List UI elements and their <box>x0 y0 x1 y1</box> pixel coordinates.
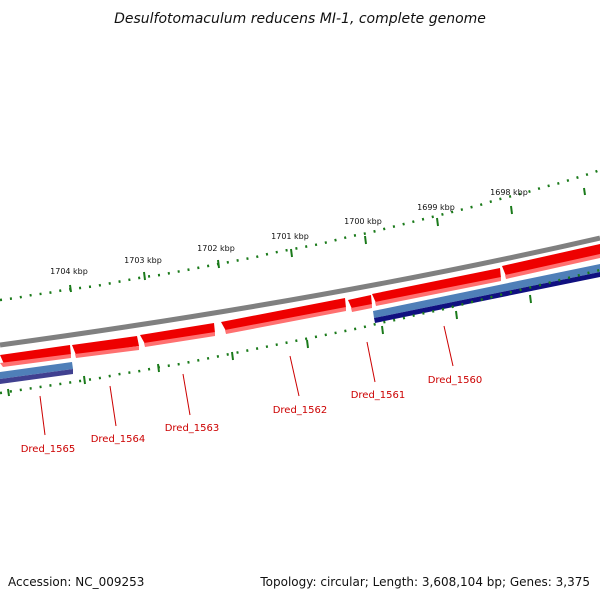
gene-region-bar <box>373 264 600 318</box>
major-tick <box>381 325 384 335</box>
ruler-label-1699: 1699 kbp <box>417 203 455 212</box>
gene-label[interactable]: Dred_1561 <box>351 390 406 401</box>
leader-line <box>109 385 117 427</box>
leader-line <box>366 341 376 383</box>
cds-feature <box>351 304 372 312</box>
inner-ruler-track <box>0 268 600 397</box>
major-tick <box>510 205 513 215</box>
major-tick <box>529 294 532 304</box>
cds-feature <box>0 354 71 367</box>
leader-line <box>289 355 300 397</box>
cds-feature <box>505 254 600 279</box>
leader-line <box>443 325 454 367</box>
gene-label[interactable]: Dred_1563 <box>165 423 220 434</box>
cds-feature <box>144 332 215 347</box>
major-tick <box>7 388 10 397</box>
gene-label[interactable]: Dred_1560 <box>428 375 483 386</box>
ruler-label-1702: 1702 kbp <box>197 244 235 253</box>
genome-summary-text: Topology: circular; Length: 3,608,104 bp… <box>259 575 590 589</box>
cds-feature <box>375 277 501 306</box>
gene-label[interactable]: Dred_1562 <box>273 405 328 416</box>
gene-region-bar <box>0 362 73 379</box>
gene-region-bar <box>0 369 73 384</box>
major-tick <box>83 375 86 385</box>
cds-track <box>0 244 600 367</box>
ruler-label-1701: 1701 kbp <box>271 232 309 241</box>
ruler-label-1700: 1700 kbp <box>344 217 382 226</box>
major-tick <box>306 339 309 349</box>
major-tick <box>69 284 72 293</box>
leader-line <box>39 395 46 436</box>
ruler-label-1698: 1698 kbp <box>490 188 528 197</box>
cds-feature <box>140 323 215 344</box>
cds-feature <box>502 244 600 276</box>
cds-feature <box>0 345 71 364</box>
cds-feature <box>72 336 139 355</box>
cds-feature <box>221 298 346 331</box>
ruler-label-1704: 1704 kbp <box>50 267 88 276</box>
major-tick <box>364 235 367 245</box>
major-tick <box>436 217 439 227</box>
outer-ruler-track: 1704 kbp 1703 kbp 1702 kbp 1701 kbp 1700… <box>0 168 600 302</box>
genome-backbone <box>0 235 600 348</box>
major-tick <box>455 310 458 320</box>
cds-feature <box>372 268 501 303</box>
gene-label[interactable]: Dred_1565 <box>21 444 76 455</box>
cds-feature <box>75 346 139 358</box>
gene-region-bar <box>374 272 600 323</box>
gene-label[interactable]: Dred_1564 <box>91 434 146 445</box>
major-tick <box>583 187 586 196</box>
leader-line <box>182 373 191 416</box>
gene-region-track <box>0 264 600 384</box>
ruler-label-1703: 1703 kbp <box>124 256 162 265</box>
major-tick <box>157 363 160 373</box>
major-tick <box>231 351 234 361</box>
major-tick <box>143 271 146 281</box>
gene-leader-lines <box>39 325 454 436</box>
major-tick <box>290 248 293 258</box>
major-tick <box>217 259 220 269</box>
accession-text: Accession: NC_009253 <box>8 575 144 589</box>
map-title: Desulfotomaculum reducens MI-1, complete… <box>114 11 486 27</box>
cds-feature <box>225 307 346 334</box>
